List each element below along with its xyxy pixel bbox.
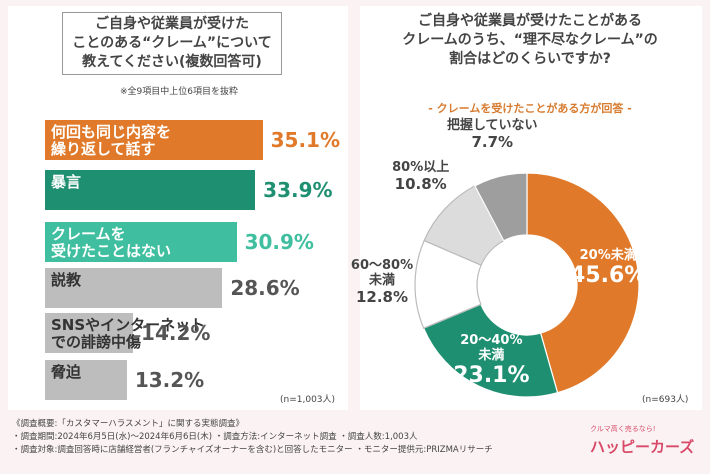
donut-chart (414, 172, 640, 398)
slice-label-group: 20%未満 45.6% (548, 248, 668, 288)
bar-note: ※全9項目中上位6項目を抜粋 (120, 87, 238, 97)
logo-name: ハッピーカーズ (590, 438, 695, 456)
category-label: SNSやインターネット での誹謗中傷 (51, 316, 206, 351)
bar (45, 222, 237, 262)
category-label: クレームを 受けたことはない (51, 225, 172, 260)
slice-label-group: 20〜40% 未満 23.1% (431, 333, 551, 388)
donut-subtitle: - クレームを受けたことがある方が回答 - (428, 102, 632, 115)
donut-slice (474, 172, 528, 242)
bar-chart: 何回も同じ内容を 繰り返して話す 35.1% 暴言 33.9% クレームを 受けたことは… (0, 0, 355, 410)
donut-labels: 20%未満 45.6% 20〜40% 未満 23.1% 60〜80% 未満 12.8% 80… (351, 0, 710, 410)
slice-label: 80%以上 (392, 160, 450, 176)
bar (45, 360, 127, 400)
footer-line: ・調査期間:2024年6月5日(水)〜2024年6月6日(木) ・調査方法:イン… (12, 432, 418, 442)
bar (45, 170, 256, 210)
footer: 《調査概要:「カスタマーハラスメント」に関する実態調査》・調査期間:2024年6… (12, 418, 552, 457)
value-label: 28.6% (230, 276, 300, 300)
slice-label: 20〜40% 未満 (460, 332, 523, 363)
slice-label: 把握していない (446, 118, 538, 134)
value-label: 14.2% (141, 321, 211, 345)
bar (45, 313, 134, 353)
donut-slice (422, 303, 559, 398)
footer-line: ・調査対象:調査回答時に店舗経営者(フランチャイズオーナーを含む)と回答したモニ… (12, 445, 493, 455)
category-label: 暴言 (51, 173, 82, 191)
bar-sample-size: (n=1,003人) (280, 395, 336, 405)
slice-value-label: 12.8% (355, 288, 409, 307)
slice-value-label: 23.1% (453, 362, 530, 388)
slice-label-group: 把握していない 7.7% (432, 118, 552, 151)
donut-sample-size: (n=693人) (642, 395, 689, 405)
category-label: 脅迫 (51, 363, 82, 381)
category-label: 説教 (51, 271, 82, 289)
value-label: 33.9% (263, 178, 333, 202)
value-label: 13.2% (134, 368, 205, 392)
slice-label-group: 80%以上 10.8% (361, 160, 481, 193)
slice-value-label: 10.8% (394, 175, 447, 194)
value-label: 30.9% (244, 230, 314, 254)
donut-title: ご自身や従業員が受けたことがある クレームのうち、“理不尽なクレーム”の 割合は… (402, 13, 658, 67)
slice-label: 60〜80% 未満 (350, 258, 414, 289)
value-label: 35.1% (270, 128, 340, 152)
bar (45, 268, 223, 308)
category-label: 何回も同じ内容を 繰り返して話す (51, 123, 172, 158)
logo-tagline: クルマ高く売るなら! (590, 425, 656, 433)
bar-title: ご自身や従業員が受けた ことのある“クレーム”について 教えてください(複数回答… (62, 12, 282, 75)
slice-value-label: 45.6% (570, 262, 647, 288)
slice-label-group: 60〜80% 未満 12.8% (322, 258, 442, 306)
bar (45, 120, 263, 160)
donut-slice (526, 172, 640, 394)
footer-line: 《調査概要:「カスタマーハラスメント」に関する実態調査》 (12, 419, 245, 429)
slice-value-label: 7.7% (471, 133, 514, 152)
slice-label: 20%未満 (579, 247, 637, 263)
